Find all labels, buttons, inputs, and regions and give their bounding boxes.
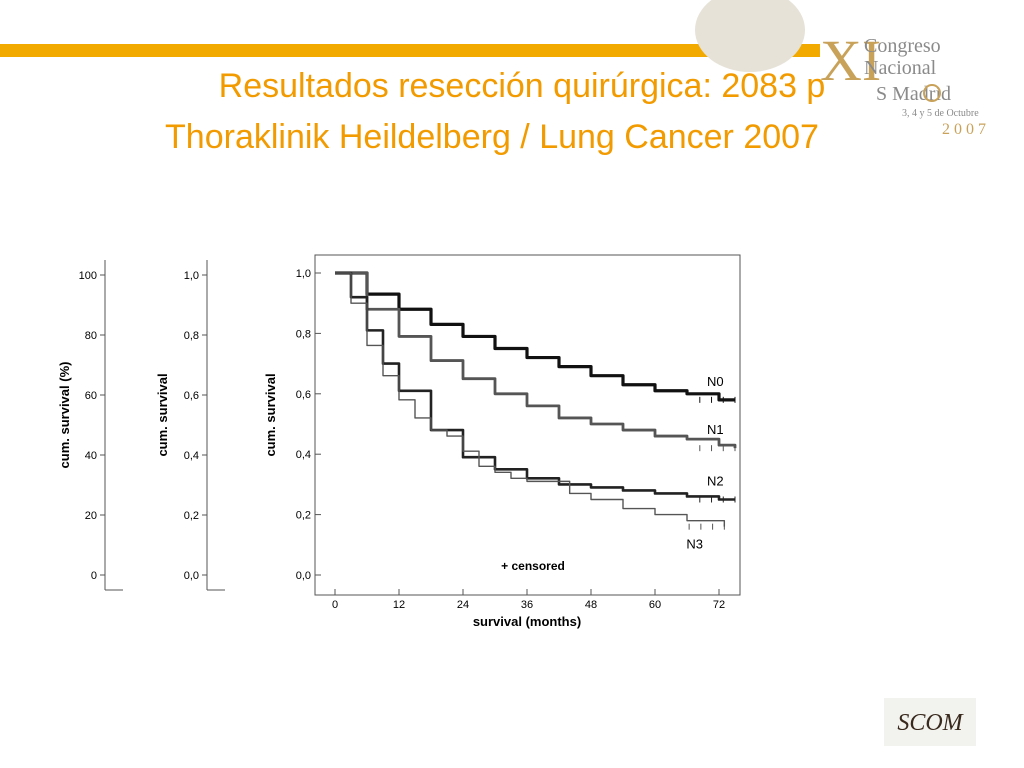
y-tick-label: 0,4 (296, 449, 311, 461)
x-tick-label: 48 (585, 599, 597, 611)
x-tick-label: 72 (713, 599, 725, 611)
underlay-tick-label: 20 (85, 510, 97, 522)
congress-logo: XI Congreso Nacional S Madrid 3, 4 y 5 d… (695, 0, 986, 138)
x-axis-label: survival (months) (473, 614, 581, 629)
underlay-tick-label: 40 (85, 450, 97, 462)
series-line-n1 (335, 271, 737, 449)
x-tick-label: 12 (393, 599, 405, 611)
underlay-tick-label: 0,2 (184, 510, 199, 522)
microscope-watermark-icon (695, 0, 805, 72)
underlay-tick-label: 0,6 (184, 390, 199, 402)
censored-annotation: + censored (501, 559, 565, 573)
underlay-y-label: cum. survival (155, 373, 170, 456)
underlay-tick-label: 100 (79, 270, 97, 282)
logo-dates: 3, 4 y 5 de Octubre (902, 108, 979, 119)
series-label-n2: N2 (707, 474, 724, 489)
underlay-tick-label: 80 (85, 330, 97, 342)
logo-line2: Nacional (864, 57, 937, 79)
underlay-y-label: cum. survival (%) (57, 362, 72, 469)
survival-curves: N0 N1 N2 N3 (335, 271, 737, 552)
underlay-axes: 0 20 40 60 80 100 cum. survival (%) 0,0 0,2 0,4 0,… (57, 260, 225, 591)
x-tick-label: 36 (521, 599, 533, 611)
y-tick-label: 0,8 (296, 328, 311, 340)
logo-line3: S Madrid (876, 83, 951, 105)
series-label-n3: N3 (686, 537, 703, 552)
x-tick-label: 0 (332, 599, 338, 611)
society-logo-text: SCOM (897, 710, 964, 736)
slide-title-line1: Resultados resección quirúrgica: 2083 p (218, 67, 826, 105)
series-label-n1: N1 (707, 422, 724, 437)
society-logo: SCOM (884, 698, 976, 746)
underlay-tick-label: 0,0 (184, 570, 199, 582)
underlay-tick-label: 60 (85, 390, 97, 402)
underlay-tick-label: 1,0 (184, 270, 199, 282)
logo-sun-icon (923, 84, 941, 102)
series-line-n0 (335, 271, 735, 402)
series-label-n0: N0 (707, 374, 724, 389)
main-axes: 0,0 0,2 0,4 0,6 0,8 1,0 0 12 24 36 48 60 72 (296, 268, 725, 611)
logo-line1: Congreso (864, 35, 941, 57)
y-tick-label: 0,0 (296, 570, 311, 582)
title-accent-bar (0, 44, 820, 57)
slide-title-line2: Thoraklinik Heildelberg / Lung Cancer 20… (165, 118, 819, 156)
series-line-n2 (335, 271, 735, 501)
logo-numeral: XI (820, 28, 881, 93)
y-tick-label: 0,6 (296, 389, 311, 401)
underlay-tick-label: 0 (91, 570, 97, 582)
logo-year: 2 0 0 7 (942, 121, 986, 138)
y-tick-label: 1,0 (296, 268, 311, 280)
series-line-n3 (335, 272, 726, 527)
y-tick-label: 0,2 (296, 510, 311, 522)
x-tick-label: 60 (649, 599, 661, 611)
underlay-tick-label: 0,8 (184, 330, 199, 342)
underlay-tick-label: 0,4 (184, 450, 199, 462)
y-axis-label: cum. survival (263, 373, 278, 456)
x-tick-label: 24 (457, 599, 469, 611)
